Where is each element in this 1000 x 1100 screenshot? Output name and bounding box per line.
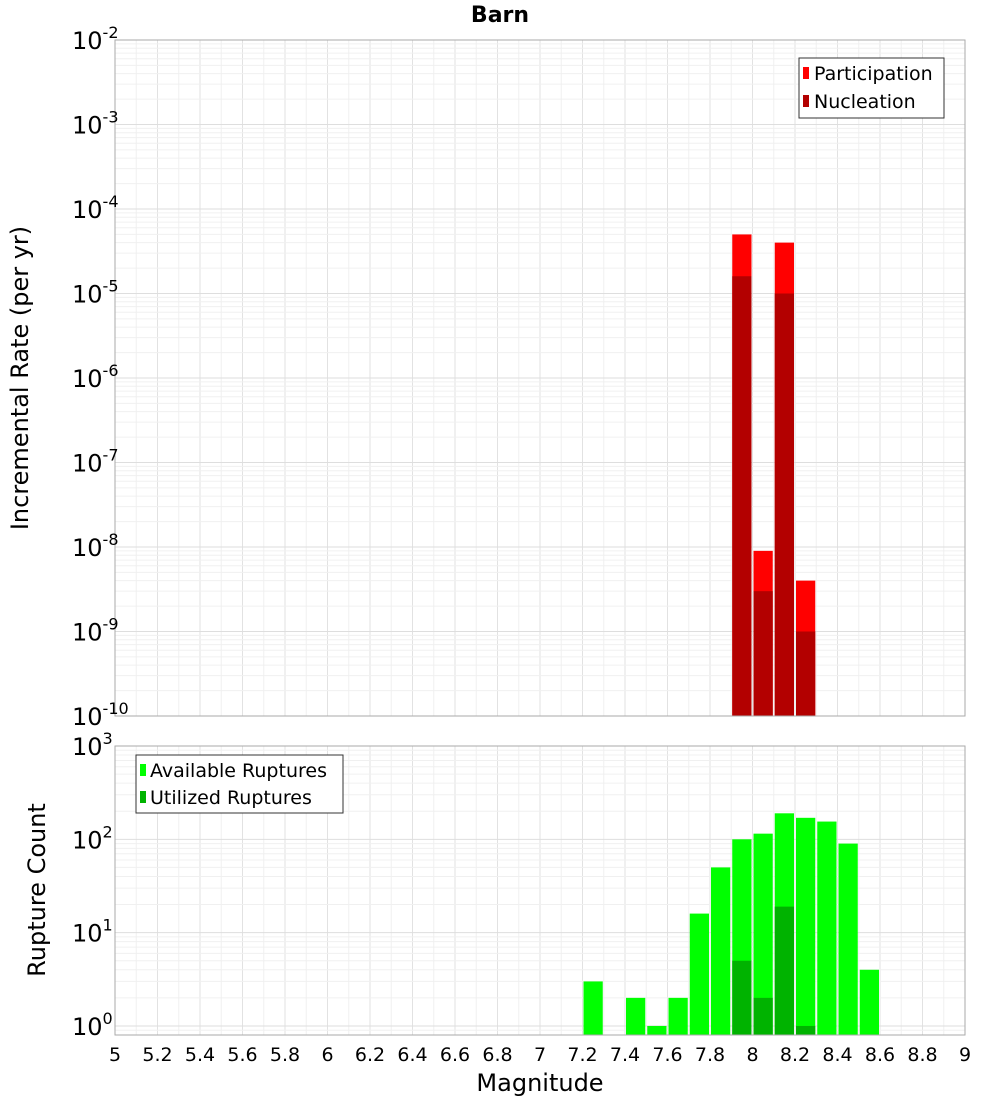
- x-tick-label: 6.6: [440, 1044, 470, 1066]
- top-y-tick-label: 10-8: [72, 530, 119, 562]
- legend-swatch-utilized-ruptures: [140, 791, 146, 803]
- x-axis-label: Magnitude: [476, 1069, 603, 1097]
- top-bar-nucleation: [753, 591, 773, 716]
- bottom-bar-available-ruptures: [626, 997, 646, 1035]
- legend-swatch-available-ruptures: [140, 764, 146, 776]
- legend-label-utilized-ruptures: Utilized Ruptures: [150, 787, 312, 809]
- bottom-bar-utilized-ruptures: [753, 997, 773, 1035]
- top-y-axis-label: Incremental Rate (per yr): [6, 226, 34, 530]
- bottom-bar-available-ruptures: [668, 997, 688, 1035]
- bottom-bar-utilized-ruptures: [732, 960, 752, 1035]
- bottom-bar-available-ruptures: [838, 843, 858, 1035]
- top-y-tick-labels: 10-10 10-9 10-8 10-7 10-6 10-5 10-4 10-3 10-2: [72, 23, 129, 731]
- x-tick-label: 7: [534, 1044, 546, 1066]
- legend-swatch-participation: [803, 67, 809, 79]
- x-tick-label: 9: [959, 1044, 971, 1066]
- bottom-y-axis-label: Rupture Count: [23, 803, 51, 977]
- x-tick-label: 7.6: [652, 1044, 682, 1066]
- chart-title: Barn: [471, 3, 529, 28]
- legend-label-participation: Participation: [814, 63, 933, 85]
- bottom-bar-available-ruptures: [753, 833, 773, 1035]
- bottom-bar-available-ruptures: [689, 913, 709, 1035]
- x-tick-label: 5.2: [142, 1044, 172, 1066]
- top-plot-bars: [732, 234, 816, 717]
- top-plot-frame: [114, 39, 966, 717]
- bottom-bar-available-ruptures: [583, 981, 603, 1035]
- x-tick-label: 6: [321, 1044, 333, 1066]
- top-y-tick-label: 10-9: [72, 615, 119, 647]
- bottom-bar-available-ruptures: [796, 817, 816, 1035]
- bottom-legend: Available Ruptures Utilized Ruptures: [135, 754, 344, 814]
- top-y-tick-label: 10-2: [72, 23, 119, 55]
- bottom-bar-utilized-ruptures: [796, 1025, 816, 1035]
- top-y-tick-label: 10-6: [72, 361, 119, 393]
- x-tick-labels: 5 5.2 5.4 5.6 5.8 6 6.2 6.4 6.6 6.8 7 7.2 7.4 7.6 7.8 8…: [109, 1044, 971, 1066]
- bottom-y-tick-label: 102: [72, 822, 113, 854]
- x-tick-label: 8.6: [865, 1044, 895, 1066]
- x-tick-label: 7.8: [695, 1044, 725, 1066]
- x-tick-label: 8.8: [907, 1044, 937, 1066]
- x-tick-label: 5: [109, 1044, 121, 1066]
- legend-label-available-ruptures: Available Ruptures: [150, 760, 327, 782]
- x-tick-label: 6.4: [397, 1044, 427, 1066]
- x-tick-label: 6.8: [482, 1044, 512, 1066]
- top-y-tick-label: 10-3: [72, 108, 119, 140]
- x-tick-label: 8: [746, 1044, 758, 1066]
- bottom-plot-bars: [583, 813, 879, 1035]
- x-tick-label: 8.2: [780, 1044, 810, 1066]
- top-bar-nucleation: [774, 293, 794, 716]
- legend-label-nucleation: Nucleation: [814, 91, 916, 113]
- bottom-bar-available-ruptures: [711, 867, 731, 1035]
- top-legend: Participation Nucleation: [798, 57, 945, 119]
- x-tick-label: 8.4: [822, 1044, 852, 1066]
- bottom-bar-utilized-ruptures: [774, 906, 794, 1035]
- bottom-y-tick-label: 101: [72, 916, 113, 948]
- bottom-plot-frame: [114, 745, 966, 1036]
- bottom-bar-available-ruptures: [647, 1025, 667, 1035]
- top-y-tick-label: 10-7: [72, 446, 119, 478]
- x-tick-label: 7.4: [610, 1044, 640, 1066]
- bottom-y-tick-label: 103: [72, 729, 113, 761]
- top-y-tick-label: 10-10: [72, 699, 129, 731]
- bottom-y-tick-label: 100: [72, 1009, 113, 1041]
- top-y-tick-label: 10-5: [72, 277, 119, 309]
- x-tick-label: 7.2: [567, 1044, 597, 1066]
- top-y-tick-label: 10-4: [72, 192, 119, 224]
- x-tick-label: 5.4: [185, 1044, 215, 1066]
- x-tick-label: 5.8: [270, 1044, 300, 1066]
- top-bar-nucleation: [796, 631, 816, 716]
- legend-swatch-nucleation: [803, 95, 809, 107]
- bottom-bar-available-ruptures: [859, 969, 879, 1035]
- x-tick-label: 5.6: [227, 1044, 257, 1066]
- top-bar-nucleation: [732, 276, 752, 716]
- top-plot-grid: [114, 39, 966, 717]
- bottom-bar-available-ruptures: [817, 821, 837, 1035]
- x-tick-label: 6.2: [355, 1044, 385, 1066]
- bottom-y-tick-labels: 100 101 102 103: [72, 729, 113, 1041]
